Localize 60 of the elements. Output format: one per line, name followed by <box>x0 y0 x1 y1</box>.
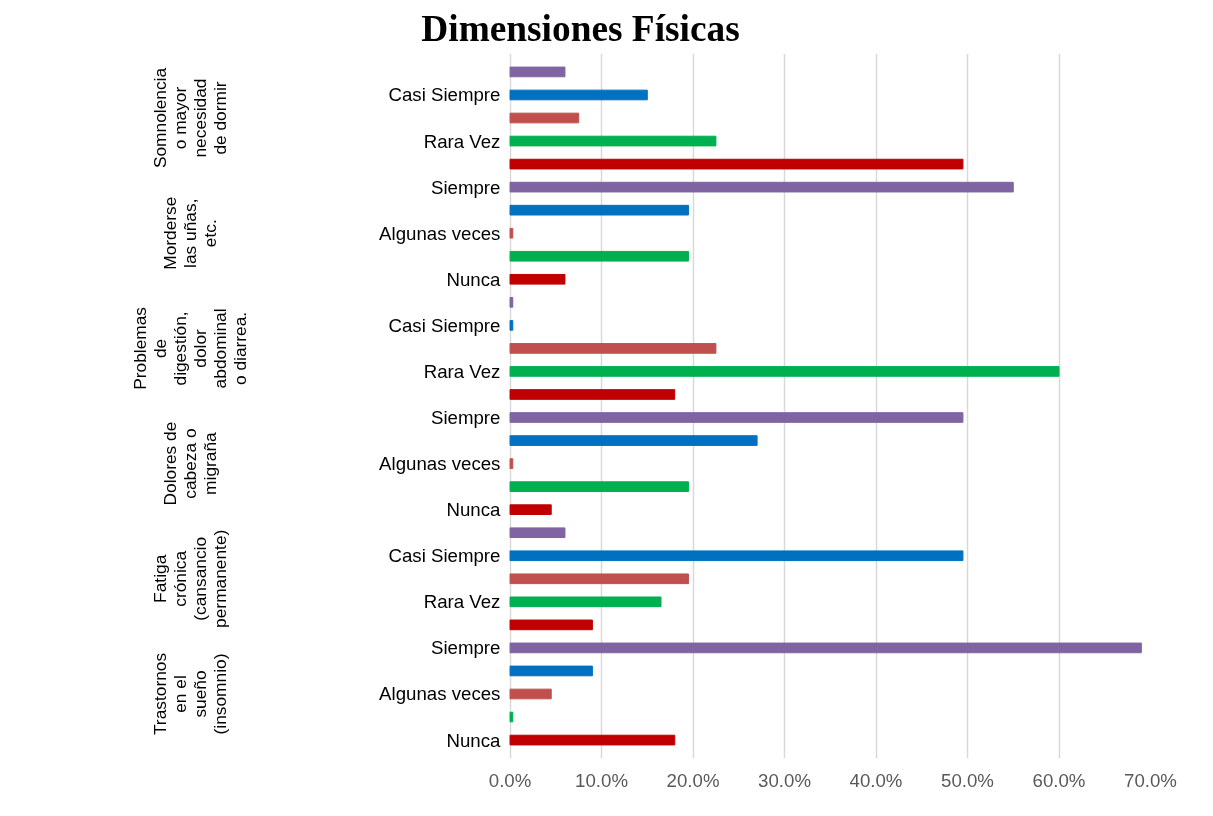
text: Dolores de cabeza o migraña <box>159 421 220 506</box>
bar <box>509 458 514 469</box>
y-tick-label: Nunca <box>446 729 502 751</box>
x-tick-label: 40.0% <box>849 769 903 791</box>
bar <box>509 343 717 354</box>
bar <box>509 112 580 124</box>
y-tick-label: Nunca <box>446 499 502 521</box>
bar <box>509 273 566 285</box>
y-tick-label: Rara Vez <box>423 591 501 613</box>
y-tick-label: Siempre <box>430 407 501 429</box>
y-tick-label: Casi Siempre <box>388 314 501 336</box>
text: Fatiga crónica (cansancio permanente) <box>149 529 230 628</box>
chart-title: Dimensiones Físicas <box>421 7 740 49</box>
bar <box>509 412 964 423</box>
bar <box>509 89 648 101</box>
bar <box>509 688 552 700</box>
bar <box>509 204 689 216</box>
bar <box>509 642 1142 654</box>
y-tick-label: Casi Siempre <box>388 545 501 567</box>
bar <box>509 435 758 446</box>
text: Trastornos en el sueño (insomnio) <box>149 652 230 736</box>
bar <box>509 227 514 239</box>
x-tick-label: 30.0% <box>758 769 811 791</box>
y-tick-label: Algunas veces <box>379 453 501 475</box>
bar <box>509 296 514 308</box>
bar <box>509 711 514 723</box>
y-tick-label: Rara Vez <box>423 130 501 152</box>
bar <box>509 158 964 170</box>
bar <box>509 250 689 262</box>
y-tick-label: Siempre <box>430 637 501 659</box>
text: Somnolencia o mayor necesidad de dormir <box>149 67 230 169</box>
y-tick-label: Algunas veces <box>379 683 501 705</box>
y-tick-label: Siempre <box>430 176 501 198</box>
text: Problemas de digestión, dolor abdominal o diarrea. <box>129 306 250 390</box>
y-tick-label: Algunas veces <box>379 222 501 244</box>
x-tick-label: 20.0% <box>666 769 720 791</box>
bar <box>509 619 593 631</box>
x-tick-label: 10.0% <box>575 769 628 791</box>
bar <box>509 573 689 585</box>
x-tick-label: 70.0% <box>1124 769 1177 791</box>
bar <box>509 481 689 492</box>
bar <box>509 550 964 562</box>
x-tick-label: 50.0% <box>941 769 994 791</box>
bar <box>509 366 1060 377</box>
bar <box>509 504 552 516</box>
text: Morderse las uñas, etc. <box>159 196 220 270</box>
bar <box>509 389 676 400</box>
y-tick-label: Casi Siempre <box>388 84 501 106</box>
bar <box>509 665 593 677</box>
bar <box>509 596 662 608</box>
bar <box>509 66 566 78</box>
y-tick-label: Nunca <box>446 268 502 290</box>
y-tick-label: Rara Vez <box>423 360 501 382</box>
x-tick-label: 60.0% <box>1032 769 1086 791</box>
x-tick-label: 0.0% <box>488 769 532 791</box>
bar <box>509 734 676 746</box>
bar <box>509 320 514 331</box>
bar <box>509 527 566 539</box>
bar <box>509 135 717 147</box>
bar <box>509 181 1014 193</box>
